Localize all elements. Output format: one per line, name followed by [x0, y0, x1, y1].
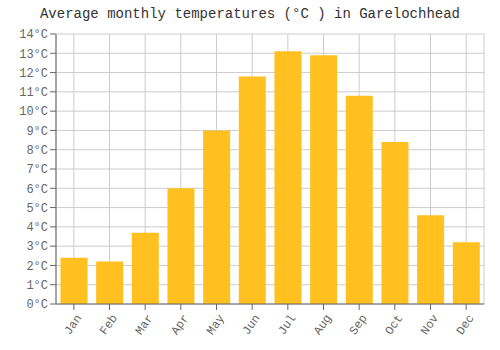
svg-text:4°C: 4°C [26, 221, 48, 235]
svg-text:7°C: 7°C [26, 163, 48, 177]
svg-text:1°C: 1°C [26, 279, 48, 293]
svg-text:May: May [204, 312, 228, 338]
svg-text:8°C: 8°C [26, 144, 48, 158]
svg-text:Mar: Mar [133, 312, 157, 338]
svg-text:9°C: 9°C [26, 125, 48, 139]
svg-text:13°C: 13°C [19, 48, 48, 62]
svg-text:2°C: 2°C [26, 260, 48, 274]
svg-text:Apr: Apr [168, 312, 192, 338]
svg-text:Jun: Jun [240, 312, 264, 338]
svg-text:Jul: Jul [275, 312, 299, 338]
svg-text:3°C: 3°C [26, 240, 48, 254]
svg-text:Aug: Aug [311, 312, 335, 338]
svg-text:10°C: 10°C [19, 105, 48, 119]
svg-text:Sep: Sep [347, 312, 371, 338]
svg-text:5°C: 5°C [26, 202, 48, 216]
svg-text:6°C: 6°C [26, 183, 48, 197]
svg-text:Oct: Oct [382, 312, 406, 338]
svg-text:0°C: 0°C [26, 298, 48, 312]
svg-text:11°C: 11°C [19, 86, 48, 100]
svg-text:12°C: 12°C [19, 67, 48, 81]
svg-text:Dec: Dec [454, 312, 478, 338]
svg-text:Feb: Feb [97, 312, 121, 338]
html-text:Average monthly temperatures (: Average monthly temperatures (°C ) in Ga… [40, 6, 460, 22]
svg-text:14°C: 14°C [19, 28, 48, 42]
svg-text:Jan: Jan [61, 312, 85, 338]
svg-text:Nov: Nov [418, 312, 442, 338]
